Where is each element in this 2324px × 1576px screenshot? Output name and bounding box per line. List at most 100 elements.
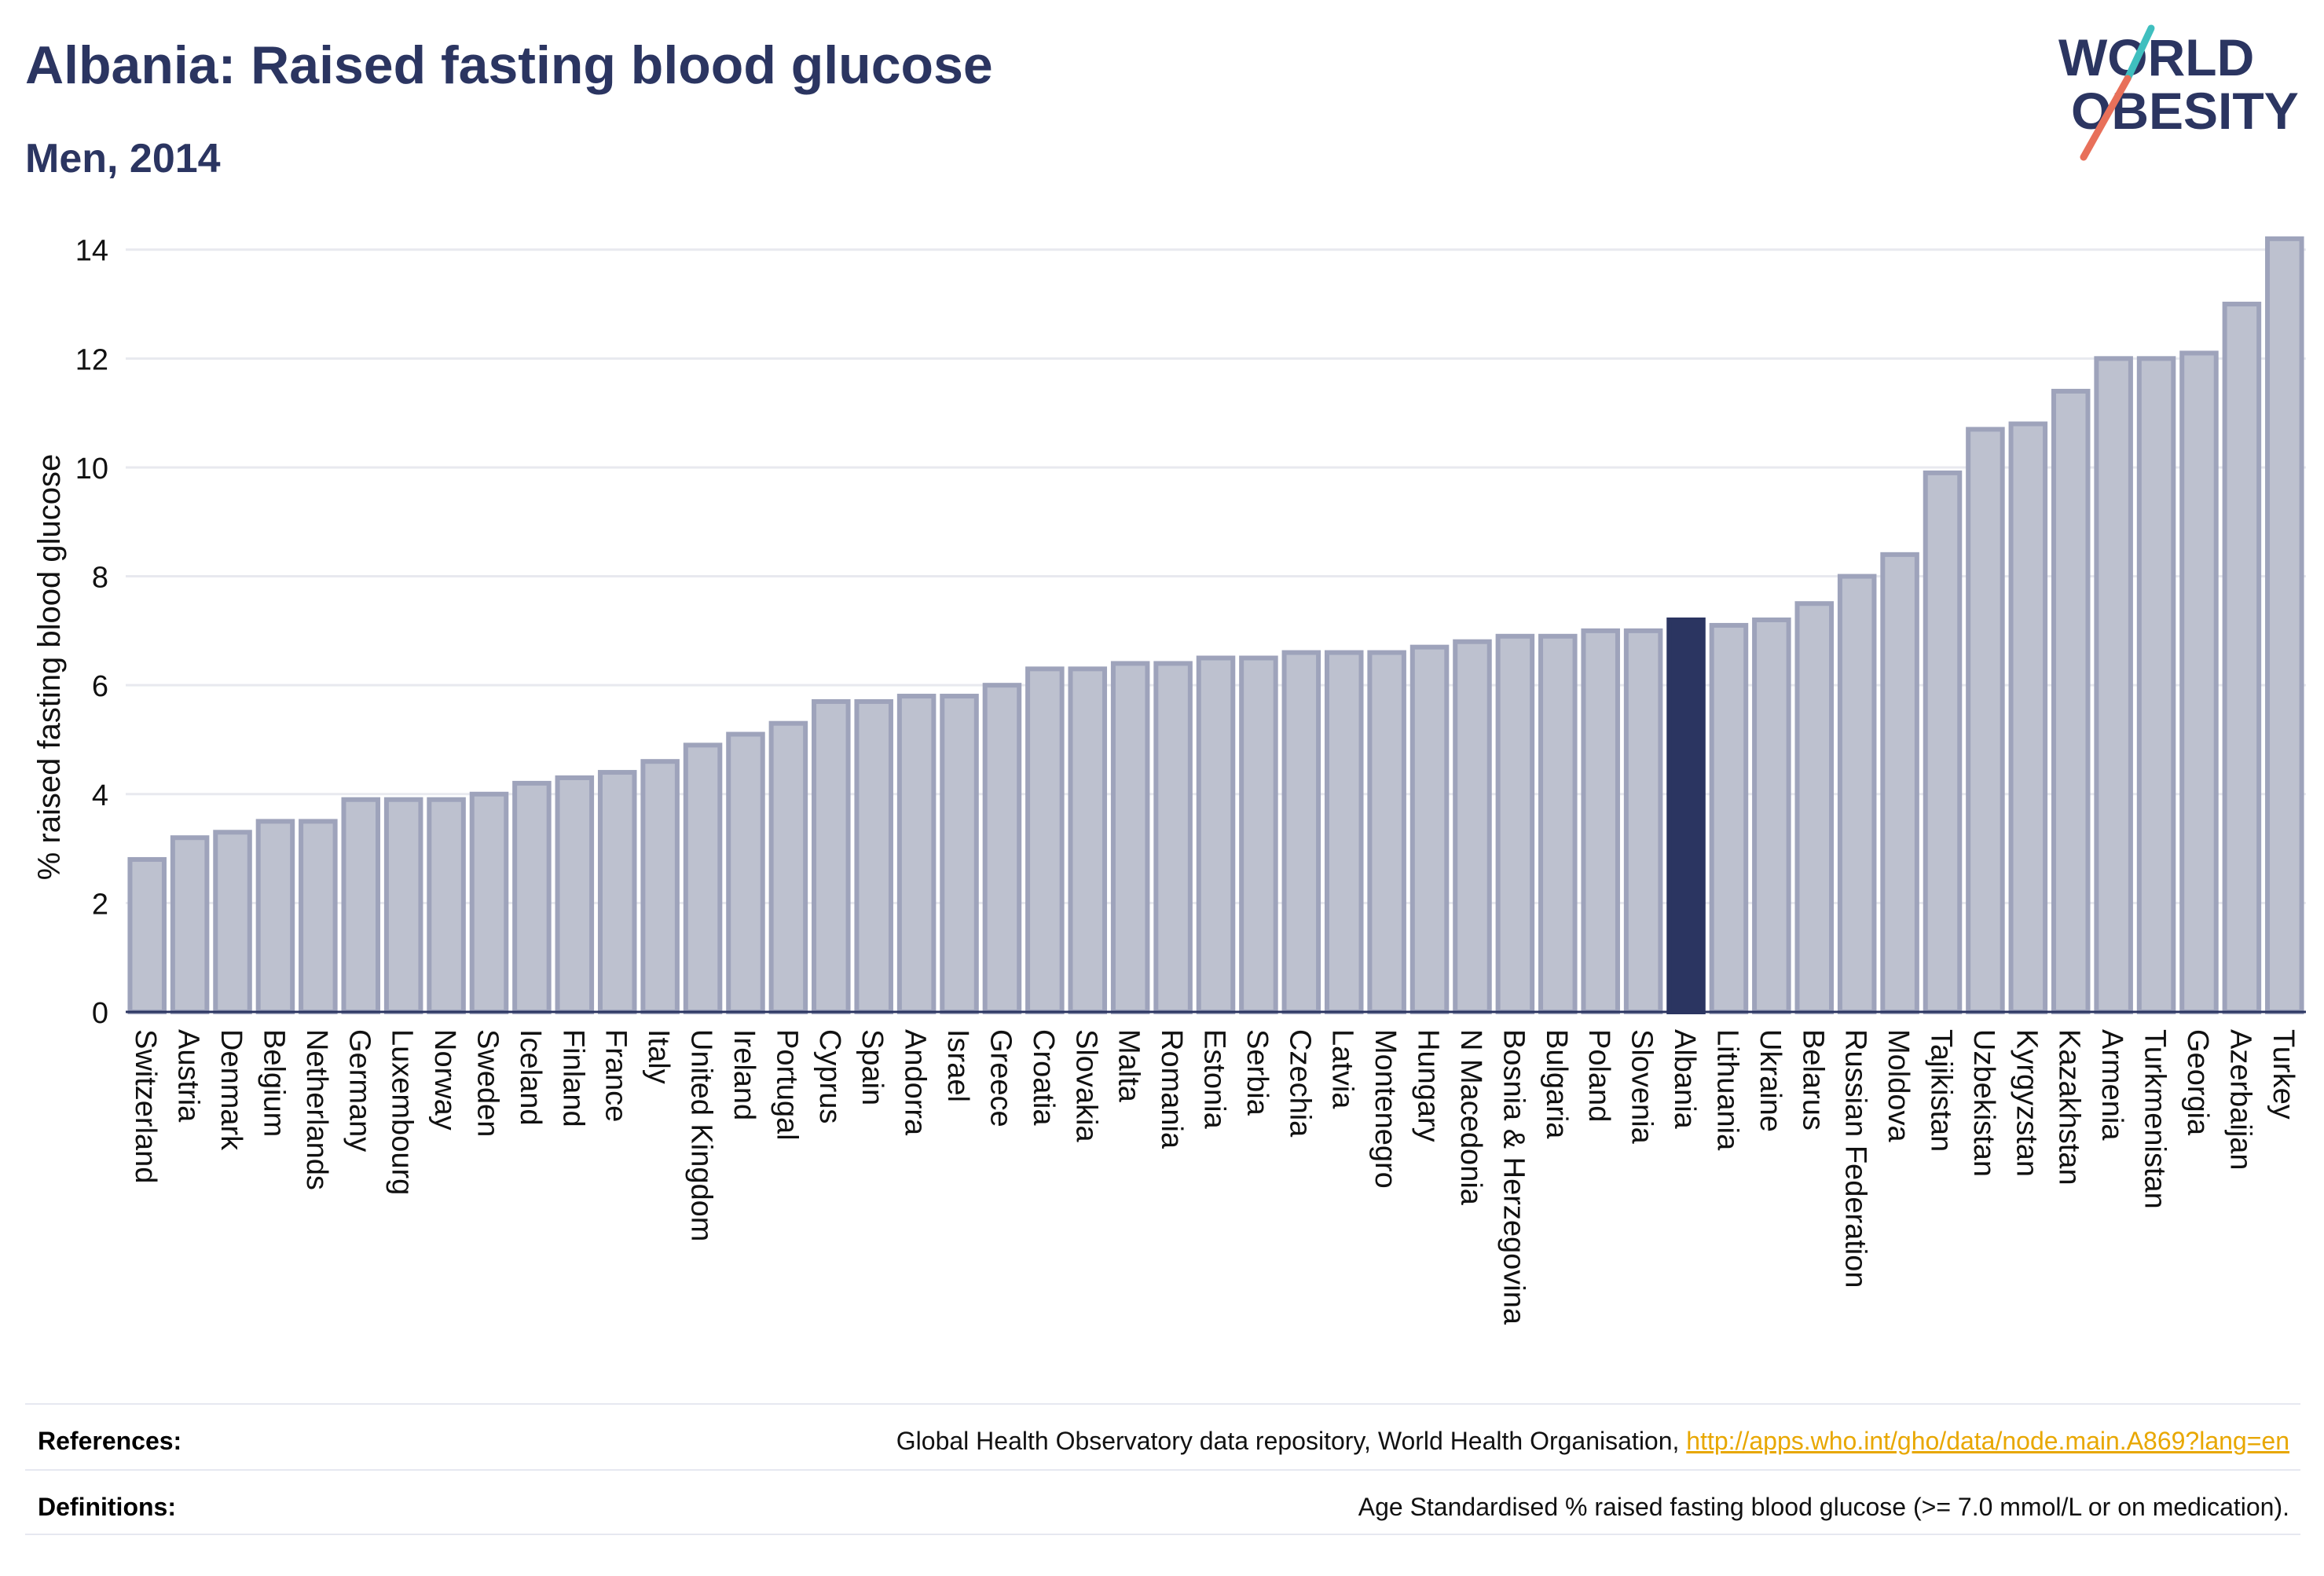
bar — [1752, 618, 1791, 1014]
bar — [1837, 574, 1877, 1014]
x-tick-label: Turkey — [2267, 1029, 2300, 1120]
x-tick-label: Serbia — [1241, 1029, 1274, 1116]
bar — [2008, 421, 2048, 1014]
x-tick-label: Cyprus — [813, 1029, 846, 1123]
x-tick-label: Sweden — [471, 1029, 504, 1137]
x-tick-label: Uzbekistan — [1967, 1029, 2000, 1177]
x-tick-label: Armenia — [2095, 1029, 2128, 1141]
footer-divider-bottom — [25, 1534, 2300, 1535]
bar — [427, 797, 466, 1014]
x-tick-label: Bosnia & Herzegovina — [1497, 1029, 1530, 1325]
x-tick-label: Finland — [556, 1029, 589, 1127]
bar — [555, 775, 595, 1014]
x-tick-label: N Macedonia — [1454, 1029, 1487, 1206]
definitions-label: Definitions: — [38, 1493, 176, 1521]
bar — [299, 819, 338, 1014]
x-tick-label: Iceland — [514, 1029, 547, 1126]
x-tick-label: Bulgaria — [1540, 1029, 1573, 1139]
bar — [1709, 622, 1749, 1014]
x-tick-label: Netherlands — [300, 1029, 333, 1190]
bar — [383, 797, 423, 1014]
bar — [1495, 633, 1535, 1015]
x-axis-ticks: Switzerland Austria Denmark Belgium Netherla… — [129, 1029, 2300, 1325]
x-tick-label: Greece — [984, 1029, 1017, 1127]
bar — [2051, 388, 2091, 1014]
x-tick-label: Russian Federation — [1839, 1029, 1872, 1288]
y-tick-label: 2 — [92, 888, 108, 921]
logo-text-world: WORLD — [2058, 28, 2254, 86]
bar — [213, 830, 252, 1014]
x-tick-label: Kazakhstan — [2053, 1029, 2086, 1186]
bar — [2136, 356, 2176, 1015]
bar — [1025, 666, 1065, 1014]
references-text: Global Health Observatory data repositor… — [896, 1427, 2289, 1456]
bar — [1581, 628, 1620, 1014]
bar — [2222, 302, 2262, 1014]
y-tick-label: 14 — [75, 235, 108, 268]
x-tick-label: Spain — [856, 1029, 889, 1105]
x-tick-label: Hungary — [1412, 1029, 1445, 1142]
x-tick-label: Denmark — [214, 1029, 247, 1151]
bar — [1196, 655, 1236, 1015]
x-tick-label: Andorra — [899, 1029, 932, 1136]
x-tick-label: Latvia — [1326, 1029, 1359, 1109]
bar — [1239, 655, 1278, 1015]
x-tick-label: Tajikistan — [1925, 1029, 1958, 1152]
x-tick-label: Belarus — [1796, 1029, 1829, 1131]
bar — [2094, 356, 2133, 1015]
x-tick-label: Moldova — [1882, 1029, 1915, 1142]
x-tick-label: Ireland — [728, 1029, 761, 1120]
y-tick-label: 4 — [92, 779, 108, 812]
y-tick-label: 6 — [92, 670, 108, 703]
x-tick-label: France — [599, 1029, 632, 1122]
x-tick-label: Germany — [343, 1029, 376, 1152]
chart-title: Albania: Raised fasting blood glucose — [25, 35, 993, 95]
bar — [896, 694, 937, 1014]
bar — [127, 856, 167, 1015]
y-axis-label: % raised fasting blood glucose — [32, 454, 67, 881]
x-tick-label: Turkmenistan — [2139, 1029, 2172, 1209]
bar — [512, 780, 552, 1015]
x-tick-label: Ukraine — [1754, 1029, 1787, 1132]
x-tick-label: Italy — [642, 1029, 675, 1084]
logo-slash-teal — [2124, 24, 2155, 82]
x-tick-label: Azerbaijan — [2223, 1029, 2256, 1171]
bar — [255, 819, 295, 1014]
bar — [2265, 236, 2304, 1015]
bars — [127, 236, 2304, 1015]
bar — [726, 731, 765, 1015]
x-tick-label: Slovenia — [1626, 1029, 1659, 1145]
y-axis-ticks: 0 2 4 6 8 10 12 14 — [75, 235, 108, 1030]
bar — [812, 698, 851, 1014]
bar — [1538, 633, 1578, 1015]
bar — [1153, 661, 1193, 1014]
x-tick-label: Romania — [1155, 1029, 1188, 1149]
bar — [1666, 618, 1706, 1014]
bar — [640, 759, 680, 1014]
x-tick-label: Estonia — [1198, 1029, 1231, 1130]
x-tick-label: Slovakia — [1069, 1029, 1102, 1142]
bar — [1281, 650, 1321, 1014]
bar — [170, 835, 210, 1014]
y-tick-label: 8 — [92, 562, 108, 595]
x-tick-label: Czechia — [1283, 1029, 1316, 1138]
x-tick-label: Lithuania — [1710, 1029, 1743, 1151]
bar — [1923, 470, 1963, 1014]
bar — [1453, 639, 1492, 1014]
references-link[interactable]: http://apps.who.int/gho/data/node.main.A… — [1686, 1427, 2289, 1455]
bar — [469, 791, 509, 1014]
world-obesity-logo: WORLD OBESITY — [2058, 24, 2299, 161]
bar — [1409, 644, 1450, 1014]
bar-chart: 0 2 4 6 8 10 12 14 Switzerland Austria Denmark Bel… — [32, 235, 2306, 1325]
bar — [1966, 427, 2005, 1014]
bar — [2179, 350, 2219, 1014]
x-tick-label: Belgium — [257, 1029, 290, 1137]
x-tick-label: Norway — [428, 1029, 461, 1131]
references-label: References: — [38, 1427, 182, 1455]
references-source: Global Health Observatory data repositor… — [896, 1427, 1687, 1455]
bar — [1880, 552, 1919, 1014]
bar — [683, 742, 723, 1014]
bar — [768, 720, 808, 1014]
bar — [1367, 650, 1406, 1014]
x-tick-label: Georgia — [2181, 1029, 2214, 1136]
